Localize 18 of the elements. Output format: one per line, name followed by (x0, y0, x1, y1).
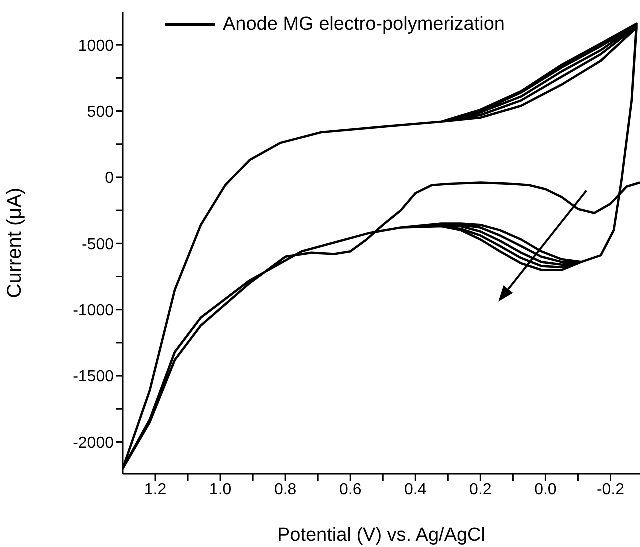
y-tick-label: 1000 (78, 38, 114, 55)
y-tick-label: -500 (82, 236, 114, 254)
x-tick-label: -0.2 (596, 481, 625, 498)
x-axis-title: Potential (V) vs. Ag/AgCl (277, 525, 486, 546)
y-tick-label: 500 (87, 104, 114, 121)
y-tick-label: -1000 (73, 302, 114, 320)
y-tick-label: 0 (105, 170, 114, 188)
x-tick-label: 0.8 (274, 481, 297, 498)
x-tick-label: 0.4 (404, 481, 427, 498)
x-tick-label: 1.0 (209, 481, 232, 498)
y-axis-title: Current (μA) (4, 188, 26, 298)
x-tick-label: 0.2 (470, 481, 492, 498)
x-tick-label: 0.0 (534, 481, 557, 498)
y-tick-label: -2000 (73, 434, 114, 452)
x-tick-label: 0.6 (339, 481, 362, 498)
x-tick-label: 1.2 (144, 481, 167, 498)
legend-label: Anode MG electro-polymerization (223, 14, 505, 36)
y-tick-label: -1500 (73, 368, 114, 386)
